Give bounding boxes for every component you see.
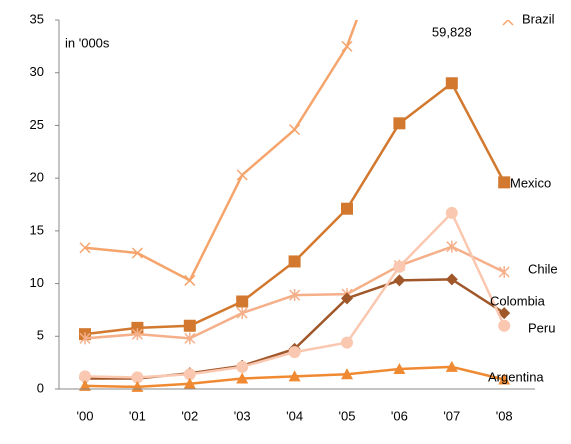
- y-tick-label: 15: [30, 222, 44, 237]
- marker: [445, 360, 458, 372]
- marker: [183, 368, 196, 381]
- legend-marker: [502, 20, 514, 26]
- marker: [341, 336, 353, 349]
- marker: [446, 240, 458, 253]
- marker: [445, 77, 458, 90]
- marker: [79, 370, 91, 383]
- marker: [183, 377, 196, 389]
- y-tick-label: 20: [30, 170, 44, 185]
- x-tick-label: '03: [234, 408, 251, 423]
- marker: [288, 370, 301, 382]
- marker: [341, 40, 353, 52]
- marker: [236, 372, 249, 384]
- series-label: Argentina: [488, 369, 544, 384]
- marker: [341, 368, 353, 380]
- marker: [288, 255, 301, 268]
- marker: [498, 307, 511, 320]
- x-tick-label: '02: [181, 408, 198, 423]
- marker: [236, 295, 249, 308]
- marker: [183, 319, 196, 332]
- marker: [184, 274, 196, 286]
- marker: [393, 362, 406, 374]
- marker: [289, 124, 301, 136]
- line: [84, 20, 359, 283]
- marker: [498, 319, 511, 332]
- x-tick-label: '01: [129, 408, 146, 423]
- marker: [498, 265, 510, 278]
- series-label: Peru: [528, 320, 555, 335]
- marker: [498, 373, 511, 385]
- plot: [79, 20, 514, 392]
- y-tick-label: 0: [37, 380, 44, 395]
- marker: [79, 379, 91, 391]
- marker: [131, 328, 143, 341]
- x-tick-label: '06: [391, 408, 408, 423]
- marker: [236, 360, 249, 373]
- marker: [184, 332, 196, 345]
- x-tick-label: '07: [443, 408, 460, 423]
- x-tick-label: '05: [339, 408, 356, 423]
- marker: [341, 202, 353, 215]
- marker: [289, 289, 301, 302]
- y-tick-label: 35: [30, 11, 44, 26]
- value-label: 59,828: [432, 24, 472, 39]
- x-tick-label: '04: [286, 408, 303, 423]
- marker: [236, 307, 248, 320]
- y-tick-label: 5: [37, 328, 44, 343]
- series-label: Chile: [528, 261, 558, 276]
- marker: [79, 332, 91, 345]
- y-tick-label: 30: [30, 64, 44, 79]
- marker: [79, 242, 91, 254]
- y-tick-label: 10: [30, 275, 44, 290]
- marker: [393, 274, 406, 287]
- marker: [131, 371, 144, 384]
- marker: [341, 292, 353, 305]
- x-tick-label: '08: [496, 408, 513, 423]
- marker: [288, 346, 301, 359]
- marker: [445, 206, 458, 219]
- marker: [445, 273, 458, 286]
- marker: [236, 169, 248, 181]
- marker: [498, 176, 511, 189]
- annotation: in '000s: [65, 35, 110, 50]
- marker: [131, 247, 143, 259]
- marker: [393, 260, 406, 273]
- series-label: Brazil: [522, 11, 555, 26]
- series-label: Mexico: [510, 175, 551, 190]
- x-tick-label: '00: [77, 408, 94, 423]
- series-label: Colombia: [490, 293, 546, 308]
- marker: [393, 117, 406, 130]
- y-tick-label: 25: [30, 117, 44, 132]
